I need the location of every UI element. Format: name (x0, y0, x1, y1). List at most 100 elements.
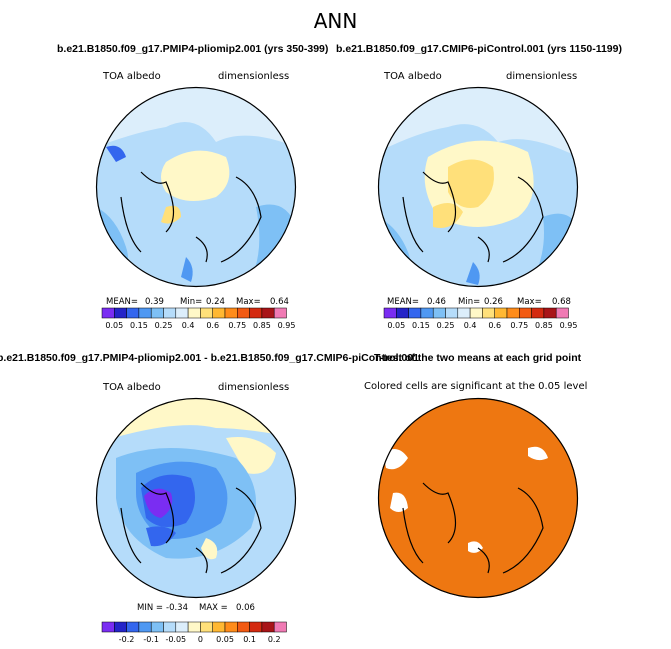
colorbar-tick-label: -0.1 (143, 635, 159, 644)
panel-3-field: TOA albedo (103, 382, 161, 393)
colorbar-panel-2: 0.05 0.15 0.25 0.4 0.6 0.75 0.85 0.95 (383, 307, 577, 330)
colorbar-swatch (457, 307, 471, 319)
colorbar-tick-label: 0.25 (437, 321, 455, 330)
colorbar-swatch (237, 621, 250, 633)
colorbar-tick-label: -0.2 (119, 635, 135, 644)
panel-2-mean: 0.46 (427, 297, 446, 307)
panel-1-min-label: Min= (180, 297, 203, 307)
colorbar-swatch (212, 307, 226, 319)
colorbar-tick-label: 0.25 (155, 321, 173, 330)
panel-2-max-label: Max= (517, 297, 542, 307)
colorbar-swatch (273, 307, 287, 319)
colorbar-tick-label: 0.4 (182, 321, 195, 330)
colorbar-swatch (383, 307, 397, 319)
colorbar-swatch (138, 621, 152, 633)
colorbar-swatch (420, 307, 434, 319)
colorbar-swatch (273, 621, 287, 633)
colorbar-swatch (396, 307, 409, 319)
colorbar-swatch (445, 307, 459, 319)
panel-3-min-label: MIN = (137, 603, 164, 613)
colorbar-swatch (531, 307, 545, 319)
colorbar-swatch (114, 307, 127, 319)
panel-1-max-label: Max= (236, 297, 261, 307)
colorbar-tick-label: -0.05 (165, 635, 186, 644)
colorbar-tick-label: 0.05 (387, 321, 405, 330)
colorbar-tick-label: 0.15 (130, 321, 148, 330)
colorbar-swatch (101, 621, 115, 633)
panel-1-header: b.e21.B1850.f09_g17.PMIP4-pliomip2.001 (… (57, 43, 329, 55)
colorbar-tick-label: 0.6 (488, 321, 501, 330)
panel-2-min-label: Min= (458, 297, 481, 307)
map-panel-4 (377, 397, 579, 599)
colorbar-panel-1: 0.05 0.15 0.25 0.4 0.6 0.75 0.85 0.95 (101, 307, 295, 330)
colorbar-swatch (469, 307, 483, 319)
colorbar-tick-label: 0.05 (216, 635, 234, 644)
panel-1-field: TOA albedo (103, 71, 161, 82)
panel-2-field: TOA albedo (384, 71, 442, 82)
colorbar-swatch (150, 307, 164, 319)
colorbar-tick-label: 0.95 (560, 321, 578, 330)
colorbar-tick-label: 0.75 (510, 321, 528, 330)
colorbar-tick-label: 0.75 (228, 321, 246, 330)
panel-4-header: T-test of the two means at each grid poi… (374, 352, 582, 364)
colorbar-swatch (163, 621, 177, 633)
colorbar-swatch (261, 307, 275, 319)
figure-title: ANN (313, 9, 358, 33)
colorbar-tick-label: 0.6 (206, 321, 219, 330)
colorbar-swatch (482, 307, 495, 319)
colorbar-swatch (150, 621, 164, 633)
map-panel-3 (95, 397, 297, 599)
colorbar-swatch (506, 307, 520, 319)
colorbar-swatch (163, 307, 177, 319)
panel-3-max-label: MAX = (199, 603, 228, 613)
map-panel-2 (377, 86, 579, 288)
colorbar-swatch (408, 307, 422, 319)
map-panel-1 (95, 86, 297, 288)
colorbar-swatch (200, 621, 213, 633)
panel-3-units: dimensionless (218, 382, 290, 393)
colorbar-tick-label: 0.85 (253, 321, 271, 330)
panel-1-mean: 0.39 (145, 297, 164, 307)
colorbar-swatch (175, 307, 189, 319)
panel-2-mean-label: MEAN= (387, 297, 419, 307)
panel-2-header: b.e21.B1850.f09_g17.CMIP6-piControl.001 … (336, 43, 622, 55)
panel-4-subtitle: Colored cells are significant at the 0.0… (364, 381, 588, 392)
colorbar-swatch (200, 307, 213, 319)
colorbar-tick-label: 0.15 (412, 321, 430, 330)
panel-1-max: 0.64 (270, 297, 289, 307)
colorbar-tick-label: 0.85 (535, 321, 553, 330)
panel-2-max: 0.68 (552, 297, 571, 307)
colorbar-tick-label: 0.2 (268, 635, 281, 644)
panel-2-units: dimensionless (506, 71, 578, 82)
colorbar-swatch (187, 307, 201, 319)
colorbar-swatch (175, 621, 189, 633)
colorbar-swatch (114, 621, 127, 633)
colorbar-swatch (212, 621, 226, 633)
colorbar-swatch (249, 307, 263, 319)
panel-3-min: -0.34 (166, 603, 188, 613)
colorbar-swatch (101, 307, 115, 319)
colorbar-swatch (126, 307, 140, 319)
colorbar-tick-label: 0 (198, 635, 203, 644)
panel-1-min: 0.24 (206, 297, 225, 307)
panel-3-max: 0.06 (236, 603, 255, 613)
colorbar-swatch (249, 621, 263, 633)
panel-3-header: b.e21.B1850.f09_g17.PMIP4-pliomip2.001 -… (0, 352, 419, 364)
colorbar-swatch (494, 307, 508, 319)
colorbar-swatch (237, 307, 250, 319)
panel-2-min: 0.26 (484, 297, 503, 307)
colorbar-swatch (224, 621, 238, 633)
colorbar-panel-3: -0.2 -0.1 -0.05 0 0.05 0.1 0.2 (101, 621, 287, 644)
colorbar-tick-label: 0.4 (464, 321, 477, 330)
colorbar-swatch (261, 621, 275, 633)
colorbar-swatch (543, 307, 557, 319)
panel-1-units: dimensionless (218, 71, 290, 82)
colorbar-swatch (224, 307, 238, 319)
colorbar-tick-label: 0.05 (105, 321, 123, 330)
colorbar-swatch (126, 621, 140, 633)
colorbar-swatch (432, 307, 446, 319)
panel-1-mean-label: MEAN= (106, 297, 138, 307)
colorbar-swatch (555, 307, 569, 319)
colorbar-swatch (187, 621, 201, 633)
colorbar-tick-label: 0.95 (278, 321, 296, 330)
